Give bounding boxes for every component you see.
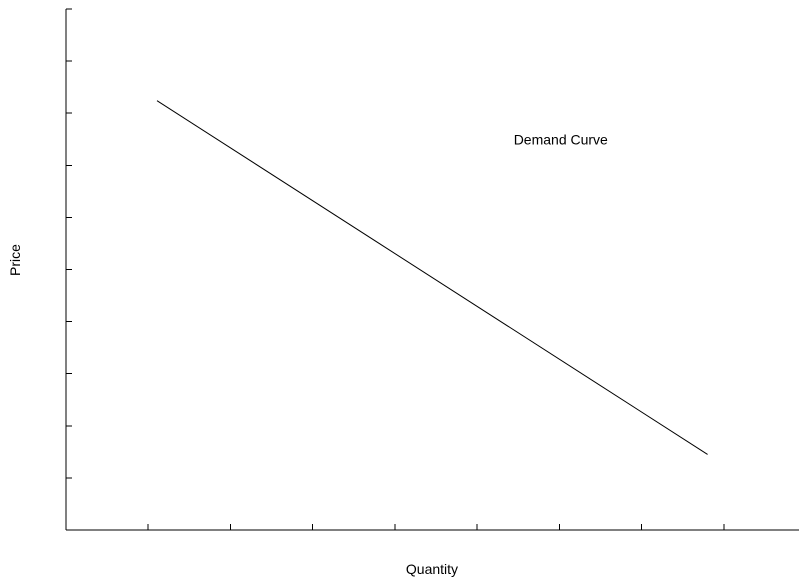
y-axis-label: Price xyxy=(7,244,23,276)
x-axis-ticks xyxy=(147,524,725,530)
demand-curve-line xyxy=(156,100,708,455)
x-axis xyxy=(66,524,799,531)
y-axis xyxy=(65,8,72,530)
x-axis-label: Quantity xyxy=(406,561,458,577)
series-layer xyxy=(156,100,708,455)
y-axis-ticks xyxy=(66,8,72,479)
demand-curve-label: Demand Curve xyxy=(514,131,608,147)
